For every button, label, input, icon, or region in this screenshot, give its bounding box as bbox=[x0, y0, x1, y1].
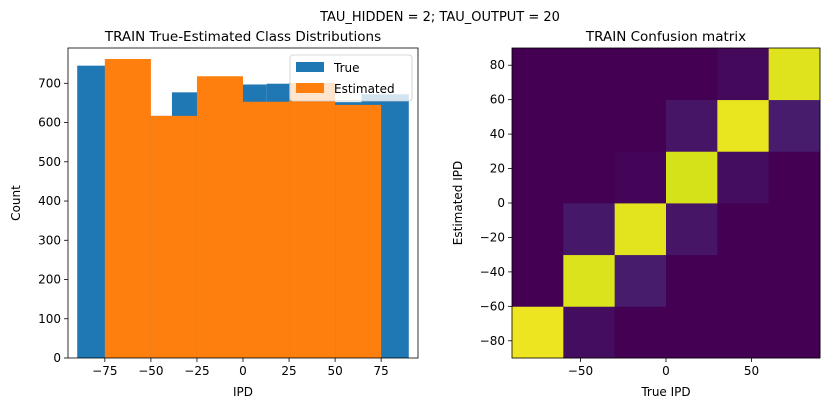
histogram-y-tick-label: 400 bbox=[38, 194, 61, 208]
confusion-cell bbox=[512, 306, 564, 359]
confusion-matrix-title: TRAIN Confusion matrix bbox=[585, 29, 746, 45]
confusion-matrix-panel: −50 0 50 −80 −60 −40 −20 0 20 40 60 80 TRAIN Confu… bbox=[451, 29, 821, 399]
estimated-bar-2 bbox=[196, 76, 243, 358]
estimated-bar-0 bbox=[104, 58, 151, 359]
confusion-cell bbox=[512, 151, 564, 204]
confusion-cell bbox=[768, 99, 821, 152]
histogram-x-tick-label: 50 bbox=[327, 364, 342, 378]
confusion-cell bbox=[666, 254, 718, 307]
confusion-cell bbox=[717, 99, 770, 152]
estimated-bar-4 bbox=[289, 82, 336, 359]
confusion-matrix-y-tick-label: 60 bbox=[490, 93, 505, 107]
confusion-cell bbox=[768, 48, 821, 101]
confusion-cell bbox=[563, 151, 616, 204]
confusion-matrix-y-tick-label: −60 bbox=[480, 299, 505, 313]
histogram-y-tick-label: 700 bbox=[38, 76, 61, 90]
confusion-cell bbox=[512, 99, 564, 152]
confusion-cell bbox=[563, 254, 616, 307]
figure-suptitle: TAU_HIDDEN = 2; TAU_OUTPUT = 20 bbox=[319, 10, 560, 25]
estimated-bar-1 bbox=[150, 115, 197, 358]
histogram-x-tick-label: −75 bbox=[92, 364, 117, 378]
histogram-title: TRAIN True-Estimated Class Distributions bbox=[104, 29, 381, 45]
histogram-y-tick-label: 300 bbox=[38, 233, 61, 247]
confusion-cell bbox=[717, 203, 770, 256]
estimated-bar-5 bbox=[335, 104, 382, 358]
confusion-matrix-y-tick-label: 80 bbox=[490, 58, 505, 72]
confusion-matrix-y-tick-label: 40 bbox=[490, 127, 505, 141]
confusion-matrix-cells bbox=[512, 48, 821, 359]
histogram-y-tick-label: 500 bbox=[38, 155, 61, 169]
confusion-cell bbox=[563, 203, 616, 256]
confusion-matrix-x-label: True IPD bbox=[640, 385, 690, 399]
confusion-matrix-y-tick-label: 0 bbox=[497, 196, 505, 210]
confusion-cell bbox=[614, 151, 667, 204]
histogram-y-tick-label: 200 bbox=[38, 273, 61, 287]
confusion-cell bbox=[768, 151, 821, 204]
histogram-x-tick-label: 0 bbox=[239, 364, 247, 378]
confusion-matrix-x-ticks: −50 0 50 bbox=[568, 358, 759, 378]
confusion-cell bbox=[666, 151, 718, 204]
histogram-x-ticks: −75 −50 −25 0 25 50 75 bbox=[92, 358, 389, 378]
estimated-bars bbox=[104, 58, 382, 359]
histogram-y-tick-label: 600 bbox=[38, 116, 61, 130]
confusion-cell bbox=[563, 306, 616, 359]
confusion-matrix-y-tick-label: −20 bbox=[480, 230, 505, 244]
confusion-cell bbox=[614, 306, 667, 359]
confusion-matrix-y-label: Estimated IPD bbox=[451, 161, 465, 245]
confusion-cell bbox=[563, 48, 616, 101]
confusion-cell bbox=[666, 203, 718, 256]
confusion-matrix-x-tick-label: 0 bbox=[662, 364, 670, 378]
confusion-cell bbox=[512, 254, 564, 307]
confusion-cell bbox=[666, 306, 718, 359]
confusion-cell bbox=[717, 306, 770, 359]
histogram-y-label: Count bbox=[9, 185, 23, 221]
confusion-cell bbox=[666, 48, 718, 101]
legend-label-estimated: Estimated bbox=[334, 82, 395, 96]
confusion-cell bbox=[768, 306, 821, 359]
confusion-cell bbox=[614, 99, 667, 152]
histogram-x-tick-label: 75 bbox=[374, 364, 389, 378]
histogram-x-tick-label: 25 bbox=[281, 364, 296, 378]
confusion-cell bbox=[666, 99, 718, 152]
legend-swatch-estimated bbox=[296, 83, 324, 93]
confusion-cell bbox=[512, 48, 564, 101]
confusion-cell bbox=[717, 254, 770, 307]
confusion-cell bbox=[614, 254, 667, 307]
histogram-x-tick-label: −50 bbox=[138, 364, 163, 378]
confusion-cell bbox=[512, 203, 564, 256]
legend-label-true: True bbox=[333, 61, 360, 75]
histogram-panel: −75 −50 −25 0 25 50 75 0100200300400500600700 … bbox=[9, 29, 419, 399]
histogram-x-tick-label: −25 bbox=[184, 364, 209, 378]
confusion-matrix-x-tick-label: −50 bbox=[568, 364, 593, 378]
confusion-matrix-y-tick-label: −40 bbox=[480, 265, 505, 279]
confusion-matrix-y-tick-label: 20 bbox=[490, 162, 505, 176]
confusion-matrix-x-tick-label: 50 bbox=[744, 364, 759, 378]
confusion-cell bbox=[717, 48, 770, 101]
histogram-legend: True Estimated bbox=[289, 54, 413, 102]
confusion-matrix-y-ticks: −80 −60 −40 −20 0 20 40 60 80 bbox=[480, 58, 512, 348]
histogram-y-tick-label: 0 bbox=[53, 351, 61, 365]
confusion-matrix-y-tick-label: −80 bbox=[480, 334, 505, 348]
confusion-cell bbox=[614, 48, 667, 101]
histogram-y-tick-label: 100 bbox=[38, 312, 61, 326]
estimated-bar-3 bbox=[243, 101, 290, 358]
confusion-cell bbox=[768, 254, 821, 307]
confusion-cell bbox=[768, 203, 821, 256]
confusion-cell bbox=[563, 99, 616, 152]
confusion-cell bbox=[717, 151, 770, 204]
histogram-y-ticks: 0 100 200 300 400 500 600 700 bbox=[38, 76, 68, 365]
confusion-cell bbox=[614, 203, 667, 256]
histogram-x-label: IPD bbox=[233, 385, 253, 399]
legend-swatch-true bbox=[296, 62, 324, 72]
